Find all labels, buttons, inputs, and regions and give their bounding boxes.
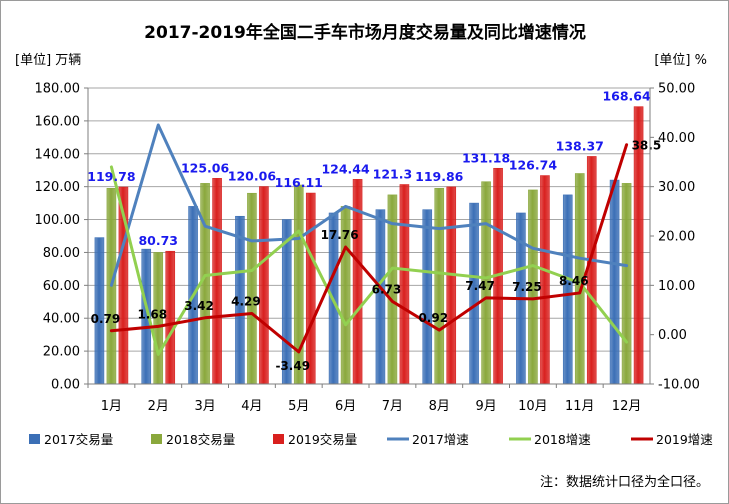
bar-2019交易量 xyxy=(305,192,316,385)
legend-label: 2018交易量 xyxy=(166,432,235,447)
line-data-label: 8.46 xyxy=(559,274,589,288)
line-layer xyxy=(109,123,629,356)
x-tick-label: 2月 xyxy=(148,399,169,414)
bar-2017交易量 xyxy=(562,194,573,385)
bar-data-label: 119.86 xyxy=(415,169,464,184)
left-tick-label: 140.00 xyxy=(35,147,81,162)
legend: 2017交易量 2018交易量 2019交易量 2017增速 2018增速 2019增速 xyxy=(29,432,713,447)
legend-label: 2018增速 xyxy=(534,432,591,447)
line-data-label: 1.68 xyxy=(137,307,167,321)
x-tick-label: 3月 xyxy=(194,399,215,414)
left-tick-label: 160.00 xyxy=(35,114,81,129)
bar-2019交易量 xyxy=(446,186,457,385)
legend-label: 2019增速 xyxy=(656,432,713,447)
bar-2017交易量 xyxy=(375,209,386,385)
right-axis-unit: [单位] % xyxy=(654,53,707,68)
x-tick-label: 8月 xyxy=(429,399,450,414)
x-tick-label: 11月 xyxy=(565,399,595,414)
left-tick-label: 0.00 xyxy=(51,378,80,393)
bar-2019交易量 xyxy=(540,175,550,385)
left-tick-label: 100.00 xyxy=(35,213,81,228)
bar-data-label: 125.06 xyxy=(181,160,230,175)
bar-data-label: 138.37 xyxy=(556,138,604,153)
line-2019增速 xyxy=(109,143,629,354)
axis-layer: 0.00 20.00 40.00 60.00 80.00 100.00 120.00 140.… xyxy=(35,82,700,415)
bar-data-label: 124.44 xyxy=(321,161,370,176)
right-tick-label: 30.00 xyxy=(658,180,695,195)
left-tick-label: 60.00 xyxy=(43,279,80,294)
right-tick-label: 0.00 xyxy=(658,328,687,343)
line-data-label: -3.49 xyxy=(275,359,310,373)
line-data-label: 17.76 xyxy=(321,228,359,242)
bar-2018交易量 xyxy=(293,184,304,385)
right-tick-label: -10.00 xyxy=(658,378,700,393)
x-tick-label: 4月 xyxy=(241,399,262,414)
x-tick-label: 9月 xyxy=(475,399,496,414)
legend-swatch xyxy=(151,434,162,444)
left-tick-label: 120.00 xyxy=(35,180,81,195)
x-tick-label: 7月 xyxy=(382,399,403,414)
line-data-label: 7.25 xyxy=(512,280,542,294)
bar-2017交易量 xyxy=(469,202,479,385)
line-2018增速 xyxy=(109,165,629,356)
bar-data-label: 126.74 xyxy=(509,158,558,173)
bar-2019交易量 xyxy=(259,186,269,385)
x-tick-label: 5月 xyxy=(288,399,309,414)
line-data-label: 3.42 xyxy=(184,299,214,313)
bar-data-label: 80.73 xyxy=(138,233,178,248)
bar-2018交易量 xyxy=(247,192,257,385)
line-data-label: 38.5 xyxy=(632,139,662,153)
bar-2019交易量 xyxy=(212,178,222,385)
legend-swatch xyxy=(273,434,284,444)
footnote: 注：数据统计口径为全口径。 xyxy=(540,474,709,490)
x-tick-label: 10月 xyxy=(518,399,548,414)
legend-label: 2017交易量 xyxy=(44,432,113,447)
legend-label: 2017增速 xyxy=(412,432,469,447)
bar-2018交易量 xyxy=(621,183,632,385)
right-tick-label: 10.00 xyxy=(658,279,695,294)
line-data-label: 0.79 xyxy=(91,312,121,326)
bar-data-label: 119.78 xyxy=(87,169,135,184)
bar-data-label: 168.64 xyxy=(602,89,651,104)
right-tick-label: 50.00 xyxy=(658,82,695,97)
left-tick-label: 20.00 xyxy=(43,345,80,360)
plot-area xyxy=(87,87,651,385)
legend-label: 2019交易量 xyxy=(288,432,357,447)
left-tick-label: 40.00 xyxy=(43,312,80,327)
line-data-label: 4.29 xyxy=(231,295,261,309)
x-tick-label: 1月 xyxy=(101,399,122,414)
bar-data-label: 116.11 xyxy=(275,175,323,190)
bar-2017交易量 xyxy=(609,179,620,385)
bar-2019交易量 xyxy=(399,184,410,385)
line-2017增速 xyxy=(109,123,629,287)
bar-2019交易量 xyxy=(165,250,176,385)
bar-data-label: 120.06 xyxy=(228,169,277,184)
left-axis-unit: [单位] 万辆 xyxy=(15,53,81,68)
chart-title: 2017-2019年全国二手车市场月度交易量及同比增速情况 xyxy=(144,22,586,43)
right-tick-label: 40.00 xyxy=(658,131,695,146)
line-data-label: 7.47 xyxy=(465,279,495,293)
line-data-label: 6.73 xyxy=(372,282,402,296)
bar-data-label: 121.3 xyxy=(373,167,413,182)
x-tick-label: 12月 xyxy=(612,399,642,414)
bar-2017交易量 xyxy=(422,209,433,385)
bar-data-label: 131.18 xyxy=(462,150,510,165)
line-data-label: 0.92 xyxy=(418,311,448,325)
left-tick-label: 80.00 xyxy=(43,246,80,261)
bar-2018交易量 xyxy=(434,188,445,385)
left-tick-label: 180.00 xyxy=(35,82,81,97)
bar-2019交易量 xyxy=(586,156,597,385)
right-tick-label: 20.00 xyxy=(658,230,695,245)
legend-swatch xyxy=(29,434,40,444)
x-tick-label: 6月 xyxy=(335,399,356,414)
